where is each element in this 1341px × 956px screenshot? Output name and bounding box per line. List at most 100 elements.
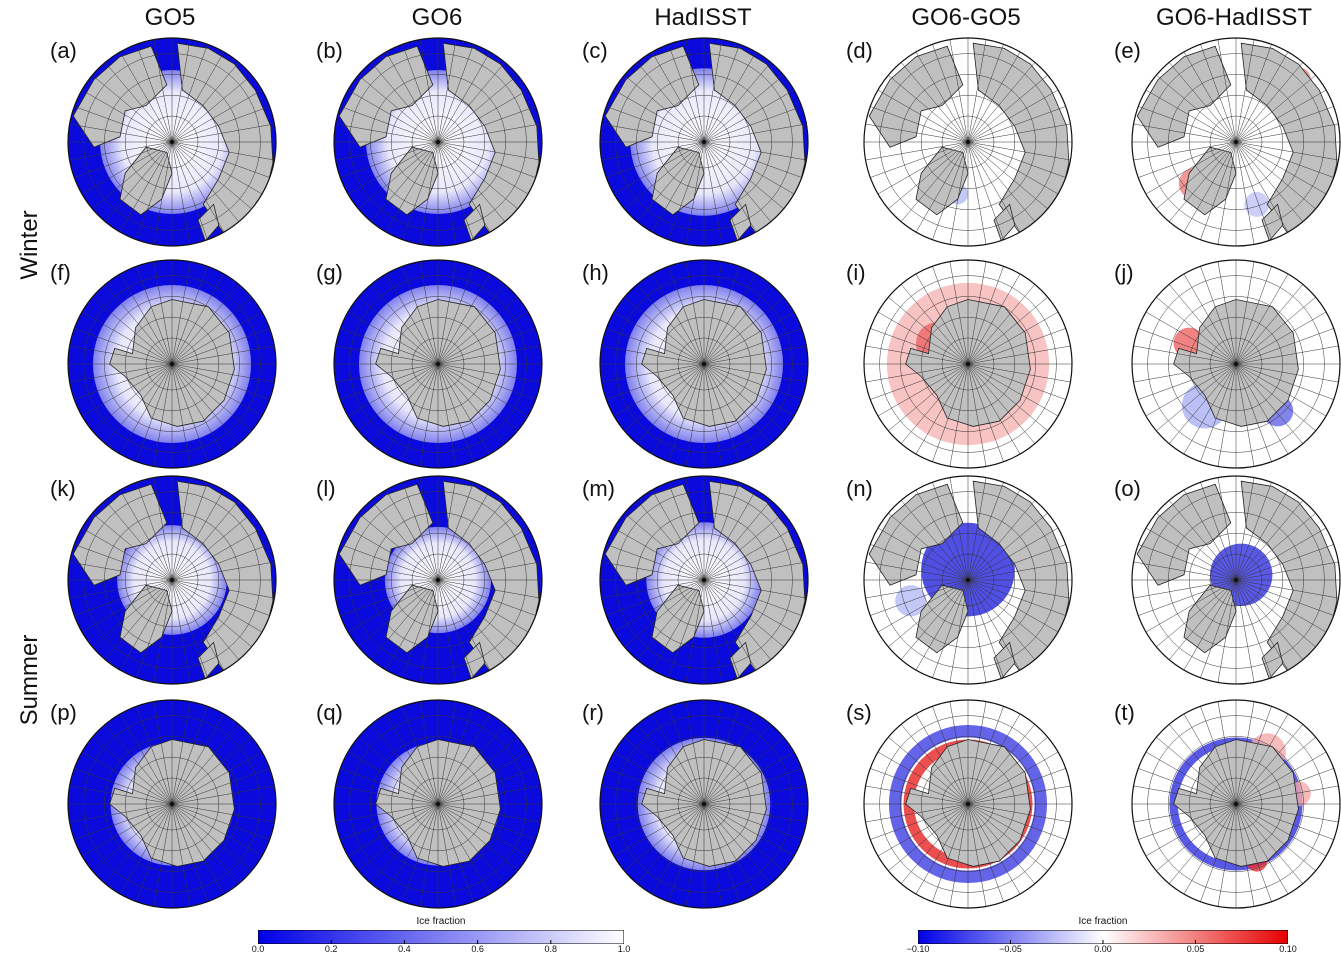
- pole-marker: [965, 577, 971, 583]
- pole-marker: [701, 361, 707, 367]
- panel-label: (k): [50, 476, 76, 501]
- pole-marker: [1233, 139, 1239, 145]
- map-panel: (p): [50, 690, 290, 910]
- pole-marker: [435, 801, 441, 807]
- map-boundary: [1131, 475, 1341, 685]
- map-boundary: [333, 699, 543, 909]
- panel-label: (n): [846, 476, 873, 501]
- panel-label: (l): [316, 476, 336, 501]
- map-panel: (m): [582, 466, 822, 686]
- colorbar-difference: Ice fraction −0.10 −0.05 0.00 0.05 0.10: [907, 916, 1297, 954]
- colorbar-tick-label: −0.05: [999, 944, 1022, 954]
- map-panel: (j): [1114, 250, 1341, 470]
- north-polar-map: [1131, 475, 1341, 685]
- map-boundary: [1131, 37, 1341, 247]
- map-boundary: [599, 37, 809, 247]
- map-boundary: [599, 259, 809, 469]
- panel-label: (f): [50, 260, 71, 285]
- pole-marker: [169, 577, 175, 583]
- map-panel: (k): [50, 466, 290, 686]
- colorbar-tick-label: −0.10: [906, 944, 930, 954]
- colorbar-tick-label: 0.2: [324, 944, 338, 954]
- map-boundary: [863, 699, 1073, 909]
- south-polar-map: [863, 699, 1073, 909]
- colorbar-gradient: [258, 930, 624, 944]
- panel-label: (g): [316, 260, 343, 285]
- panel-label: (i): [846, 260, 866, 285]
- pole-marker: [169, 801, 175, 807]
- south-polar-map: [1131, 699, 1341, 909]
- map-panel: (g): [316, 250, 556, 470]
- map-panel: (n): [846, 466, 1086, 686]
- colorbar-tick-label: 0.10: [1279, 944, 1297, 954]
- map-boundary: [863, 37, 1073, 247]
- map-boundary: [67, 259, 277, 469]
- map-panel: (e): [1114, 28, 1341, 248]
- row-title-winter: Winter: [16, 210, 43, 280]
- column-title-go6-go5: GO6-GO5: [911, 4, 1021, 31]
- panel-label: (o): [1114, 476, 1141, 501]
- colorbar-tick-label: 0.05: [1186, 944, 1205, 954]
- pole-marker: [1233, 801, 1239, 807]
- column-title-go6-hadisst: GO6-HadISST: [1155, 4, 1313, 31]
- colorbar-tick-label: 0.8: [544, 944, 558, 954]
- pole-marker: [169, 139, 175, 145]
- map-panel: (s): [846, 690, 1086, 910]
- map-boundary: [863, 475, 1073, 685]
- colorbar-tick-label: 1.0: [617, 944, 631, 954]
- north-polar-map: [599, 37, 809, 247]
- column-title-go5: GO5: [144, 4, 196, 31]
- map-boundary: [863, 259, 1073, 469]
- map-boundary: [333, 259, 543, 469]
- map-boundary: [67, 699, 277, 909]
- north-polar-map: [333, 37, 543, 247]
- map-panel: (f): [50, 250, 290, 470]
- panel-label: (t): [1114, 700, 1135, 725]
- map-panel: (o): [1114, 466, 1341, 686]
- pole-marker: [1233, 361, 1239, 367]
- north-polar-map: [863, 37, 1073, 247]
- north-polar-map: [67, 475, 277, 685]
- map-panel: (r): [582, 690, 822, 910]
- map-boundary: [1131, 259, 1341, 469]
- pole-marker: [701, 577, 707, 583]
- colorbar-absolute-title: Ice fraction: [416, 916, 466, 927]
- panel-label: (m): [582, 476, 615, 501]
- north-polar-map: [67, 37, 277, 247]
- pole-marker: [435, 361, 441, 367]
- north-polar-map: [1131, 37, 1341, 247]
- north-polar-map: [333, 475, 543, 685]
- south-polar-map: [1131, 259, 1341, 469]
- colorbar-tick-label: 0.4: [398, 944, 411, 954]
- south-polar-map: [333, 259, 543, 469]
- north-polar-map: [863, 475, 1073, 685]
- difference-anomaly: [1244, 191, 1270, 217]
- pole-marker: [435, 139, 441, 145]
- panel-label: (b): [316, 38, 343, 63]
- pole-marker: [701, 801, 707, 807]
- column-title-go6: GO6: [411, 4, 463, 31]
- colorbar-tick-label: 0.6: [471, 944, 484, 954]
- panel-label: (a): [50, 38, 77, 63]
- map-panel: (d): [846, 28, 1086, 248]
- map-panel: (i): [846, 250, 1086, 470]
- pole-marker: [965, 139, 971, 145]
- colorbar-absolute: Ice fraction 0.0 0.2 0.4 0.6 0.8 1.0: [252, 916, 631, 954]
- pole-marker: [169, 361, 175, 367]
- south-polar-map: [67, 259, 277, 469]
- column-title-hadisst: HadISST: [654, 4, 752, 31]
- row-title-summer: Summer: [16, 634, 43, 726]
- pole-marker: [701, 139, 707, 145]
- colorbar-gradient: [918, 930, 1288, 944]
- map-panel: (a): [50, 28, 290, 248]
- south-polar-map: [599, 259, 809, 469]
- map-panel: (q): [316, 690, 556, 910]
- pole-marker: [1233, 577, 1239, 583]
- south-polar-map: [863, 259, 1073, 469]
- panel-label: (p): [50, 700, 77, 725]
- map-boundary: [1131, 699, 1341, 909]
- map-boundary: [67, 475, 277, 685]
- panel-label: (j): [1114, 260, 1134, 285]
- pole-marker: [435, 577, 441, 583]
- map-panel: (c): [582, 28, 822, 248]
